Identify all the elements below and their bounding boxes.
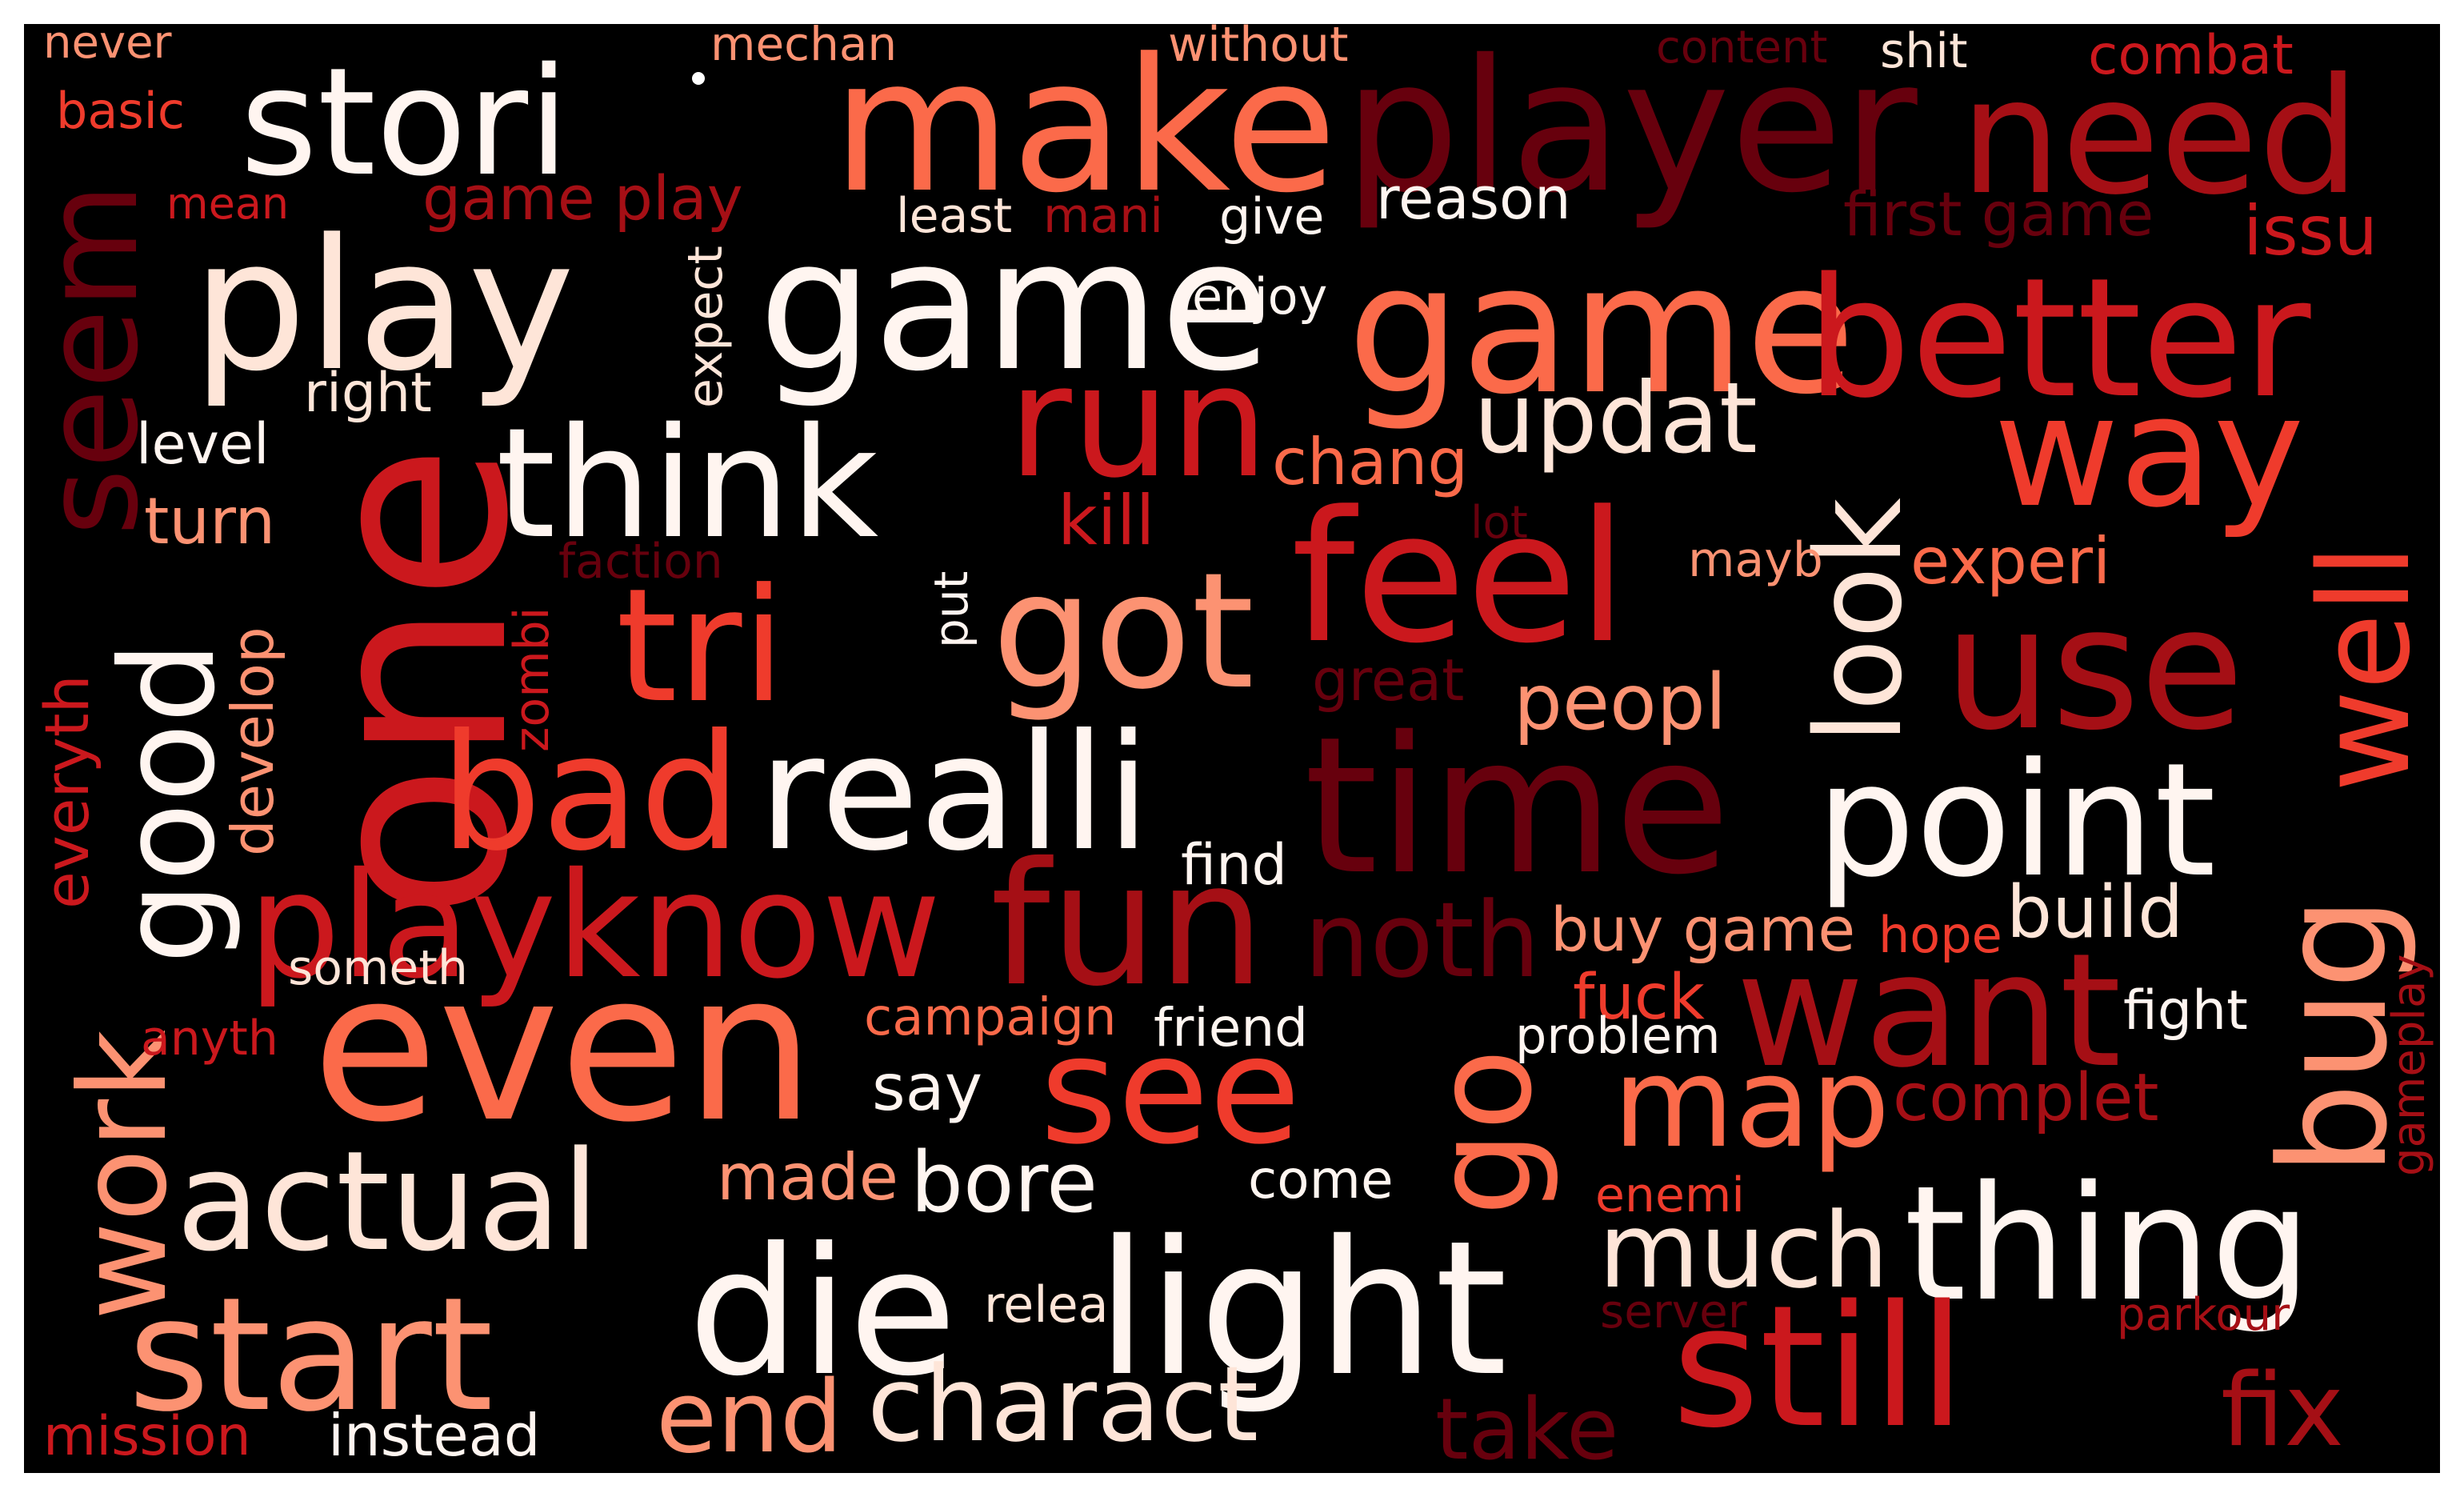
word-better: better: [1806, 242, 2311, 434]
word-enjoy: enjoy: [1192, 267, 1328, 326]
word-content: content: [1656, 24, 1828, 74]
word-buy-game: buy game: [1550, 894, 1856, 965]
word-give: give: [1219, 187, 1325, 246]
word-game-2: game: [1347, 225, 1856, 434]
word-start: start: [128, 1264, 494, 1447]
word-play: play: [192, 201, 575, 411]
word-light: light: [1096, 1201, 1508, 1417]
word-think: think: [496, 395, 879, 572]
word-updat: updat: [1474, 362, 1758, 475]
word-level: level: [136, 411, 270, 477]
word-tri: tri: [616, 555, 786, 738]
word-develop: develop: [219, 626, 286, 856]
word-problem: problem: [1515, 1007, 1721, 1065]
word-say: say: [872, 1051, 983, 1125]
word-thing: thing: [1904, 1151, 2312, 1336]
word-fight: fight: [2123, 979, 2248, 1043]
word-friend: friend: [1154, 997, 1309, 1059]
word-shit: shit: [1880, 24, 1968, 79]
word-playknow: playknow: [248, 841, 942, 1011]
word-reason: reason: [1376, 165, 1571, 232]
word-someth: someth: [288, 940, 468, 996]
word-charact: charact: [867, 1343, 1259, 1465]
word-point: point: [1816, 730, 2216, 912]
word-actual: actual: [176, 1121, 600, 1282]
word-feel: feel: [1291, 473, 1628, 683]
word-first-game: first game: [1843, 178, 2154, 250]
word-build: build: [2006, 871, 2184, 955]
word-time: time: [1304, 696, 1731, 916]
word-complet: complet: [1893, 1060, 2159, 1136]
dot-mark: [692, 72, 705, 85]
word-made: made: [717, 1140, 898, 1215]
word-seem: seem: [24, 182, 167, 536]
word-hope: hope: [1878, 906, 2002, 964]
word-got: got: [992, 538, 1254, 725]
word-mean: mean: [166, 178, 290, 229]
word-player: player: [1344, 24, 1918, 233]
word-noth: noth: [1304, 879, 1541, 1001]
word-gameplay: gameplay: [2383, 954, 2435, 1176]
word-game-play: game play: [422, 162, 743, 234]
word-kill: kill: [1058, 481, 1155, 561]
word-combat: combat: [2088, 24, 2294, 87]
word-mission: mission: [43, 1405, 251, 1468]
word-fuck: fuck: [1573, 962, 1705, 1034]
word-parkour: parkour: [2117, 1289, 2290, 1341]
word-everyth: everyth: [31, 674, 102, 909]
word-see: see: [1040, 1003, 1301, 1177]
word-make: make: [832, 24, 1338, 234]
word-turn: turn: [144, 484, 276, 558]
word-peopl: peopl: [1514, 658, 1727, 747]
word-issu: issu: [2243, 191, 2378, 271]
word-put: put: [924, 570, 978, 648]
word-stori: stori: [240, 35, 570, 209]
word-bad: bad: [440, 700, 742, 887]
word-run: run: [1008, 331, 1269, 512]
word-least: least: [896, 188, 1013, 244]
word-fun: fun: [990, 826, 1266, 1023]
word-enemi: enemi: [1595, 1167, 1745, 1223]
word-find: find: [1181, 832, 1287, 898]
word-much: much: [1598, 1190, 1889, 1311]
word-still: still: [1672, 1269, 1966, 1465]
word-well: well: [2292, 543, 2438, 792]
word-map: map: [1613, 1030, 1890, 1175]
word-bore: bore: [910, 1134, 1098, 1231]
word-chang: chang: [1272, 425, 1469, 499]
word-fix: fix: [2221, 1351, 2344, 1469]
word-great: great: [1312, 646, 1465, 714]
word-cloud: never mechan without content shit combat…: [24, 24, 2440, 1473]
word-mani: mani: [1043, 188, 1163, 244]
word-use: use: [1944, 570, 2245, 767]
word-without: without: [1168, 24, 1349, 73]
word-want: want: [1736, 920, 2122, 1103]
word-experi: experi: [1910, 524, 2111, 598]
word-lot: lot: [1470, 497, 1528, 549]
word-game: game: [758, 201, 1272, 411]
word-go: go: [1405, 1048, 1562, 1216]
word-come: come: [1248, 1149, 1394, 1211]
word-never: never: [43, 24, 172, 69]
word-even: even: [312, 929, 815, 1167]
word-expect: expect: [678, 246, 734, 408]
word-way: way: [1994, 363, 2305, 542]
word-right: right: [304, 362, 432, 425]
word-server: server: [1600, 1284, 1747, 1339]
word-basic: basic: [56, 82, 185, 140]
word-anyth: anyth: [141, 1011, 278, 1067]
word-campaign: campaign: [864, 988, 1117, 1047]
word-relea: relea: [984, 1275, 1109, 1334]
word-faction: faction: [558, 534, 723, 590]
word-good: good: [94, 641, 244, 964]
word-end: end: [656, 1360, 843, 1473]
word-need: need: [1960, 44, 2360, 230]
word-mayb: mayb: [1688, 532, 1823, 588]
word-realli: realli: [758, 700, 1151, 887]
word-take: take: [1435, 1380, 1619, 1473]
word-instead: instead: [328, 1402, 541, 1469]
word-die: die: [688, 1210, 958, 1415]
word-mechan: mechan: [710, 24, 898, 71]
